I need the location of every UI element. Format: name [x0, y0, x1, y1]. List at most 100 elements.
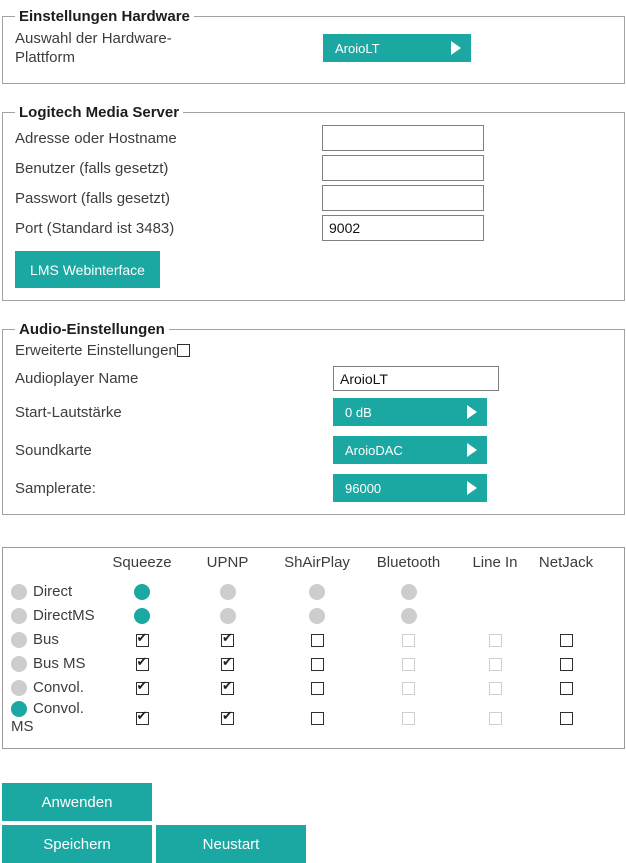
lms-section-title: Logitech Media Server	[19, 104, 180, 121]
radio-direct-bluetooth[interactable]	[400, 584, 417, 600]
checkbox-convolms-squeeze[interactable]	[135, 709, 149, 725]
matrix-row-convol: Convol.	[9, 676, 624, 700]
checkbox-busms-bluetooth	[402, 657, 415, 671]
lms-port-label: Port (Standard ist 3483)	[15, 219, 175, 237]
column-header-shairplay: ShAirPlay	[284, 554, 350, 571]
audio-section-title: Audio-Einstellungen	[19, 321, 165, 338]
radio-direct-upnp[interactable]	[219, 584, 236, 600]
lms-host-input[interactable]	[322, 125, 484, 151]
mode-radio-convolms[interactable]	[11, 701, 27, 718]
radio-directms-upnp[interactable]	[219, 608, 236, 624]
lms-webinterface-button[interactable]: LMS Webinterface	[15, 251, 160, 288]
checkbox-convolms-upnp[interactable]	[221, 709, 234, 725]
checkbox-convolms-bluetooth	[402, 711, 415, 725]
action-buttons: Anwenden Speichern Neustart	[2, 783, 626, 863]
checkbox-convol-squeeze[interactable]	[135, 679, 149, 695]
caret-right-icon	[467, 443, 477, 457]
caret-right-icon	[451, 41, 461, 55]
radio-directms-squeeze[interactable]	[134, 608, 150, 624]
hardware-section-title: Einstellungen Hardware	[19, 8, 190, 25]
checkbox-bus-netjack[interactable]	[559, 633, 573, 647]
player-name-input[interactable]	[333, 366, 499, 391]
hardware-platform-select[interactable]: AroioLT	[323, 34, 471, 62]
mode-radio-convol[interactable]	[11, 680, 27, 697]
soundcard-row: Soundkarte AroioDAC	[15, 436, 612, 464]
row-label: Direct	[33, 583, 73, 600]
samplerate-select[interactable]: 96000	[333, 474, 487, 502]
start-volume-select[interactable]: 0 dB	[333, 398, 487, 426]
soundcard-label: Soundkarte	[15, 441, 92, 459]
row-label: Convol. MS	[11, 700, 84, 735]
restart-button[interactable]: Neustart	[156, 825, 306, 863]
matrix-row-busms: Bus MS	[9, 652, 624, 676]
hardware-section: Einstellungen Hardware Auswahl der Hardw…	[2, 8, 625, 84]
lms-password-row: Passwort (falls gesetzt)	[15, 185, 612, 211]
checkbox-convol-bluetooth	[402, 681, 415, 695]
checkbox-convol-upnp[interactable]	[221, 679, 234, 695]
column-header-squeeze: Squeeze	[112, 554, 172, 571]
checkbox-convolms-netjack[interactable]	[559, 711, 573, 725]
checkbox-bus-linein	[488, 633, 502, 647]
hardware-platform-row: Auswahl der Hardware-Plattform AroioLT	[15, 29, 612, 67]
checkbox-busms-squeeze[interactable]	[135, 655, 149, 671]
lms-section: Logitech Media Server Adresse oder Hostn…	[2, 104, 625, 301]
soundcard-select[interactable]: AroioDAC	[333, 436, 487, 464]
column-header-bluetooth: Bluetooth	[376, 554, 441, 571]
row-label: Bus MS	[33, 655, 86, 672]
row-label: DirectMS	[33, 607, 95, 624]
matrix-row-convolms: Convol. MS	[9, 700, 624, 736]
lms-host-row: Adresse oder Hostname	[15, 125, 612, 151]
checkbox-bus-squeeze[interactable]	[135, 631, 149, 647]
start-volume-select-value: 0 dB	[345, 404, 372, 420]
apply-button[interactable]: Anwenden	[2, 783, 152, 821]
checkbox-busms-shairplay[interactable]	[310, 657, 324, 671]
start-volume-label: Start-Lautstärke	[15, 403, 122, 421]
player-name-row: Audioplayer Name	[15, 366, 612, 391]
mode-radio-bus[interactable]	[11, 632, 27, 649]
output-matrix: Squeeze UPNP ShAirPlay Bluetooth Line In…	[2, 547, 625, 749]
matrix-row-directms: DirectMS	[9, 604, 624, 628]
advanced-settings-row: Erweiterte Einstellungen	[15, 342, 612, 359]
samplerate-label: Samplerate:	[15, 479, 96, 497]
checkbox-convol-linein	[488, 681, 502, 695]
advanced-settings-label: Erweiterte Einstellungen	[15, 342, 177, 359]
radio-direct-shairplay[interactable]	[309, 584, 325, 600]
lms-user-label: Benutzer (falls gesetzt)	[15, 159, 169, 177]
start-volume-row: Start-Lautstärke 0 dB	[15, 398, 612, 426]
lms-port-row: Port (Standard ist 3483)	[15, 215, 612, 241]
lms-user-input[interactable]	[322, 155, 484, 181]
radio-direct-squeeze[interactable]	[134, 584, 150, 600]
caret-right-icon	[467, 405, 477, 419]
hardware-platform-label: Auswahl der Hardware-Plattform	[15, 30, 172, 66]
lms-password-input[interactable]	[322, 185, 484, 211]
checkbox-busms-upnp[interactable]	[221, 655, 234, 671]
audio-section: Audio-Einstellungen Erweiterte Einstellu…	[2, 321, 625, 515]
radio-directms-bluetooth[interactable]	[400, 608, 417, 624]
checkbox-convol-shairplay[interactable]	[310, 681, 324, 695]
advanced-settings-checkbox[interactable]	[177, 344, 190, 357]
player-name-label: Audioplayer Name	[15, 370, 139, 387]
samplerate-row: Samplerate: 96000	[15, 474, 612, 502]
mode-radio-direct[interactable]	[11, 584, 27, 601]
row-label: Bus	[33, 631, 59, 648]
mode-radio-directms[interactable]	[11, 608, 27, 625]
matrix-row-bus: Bus	[9, 628, 624, 652]
lms-host-label: Adresse oder Hostname	[15, 129, 177, 147]
checkbox-bus-shairplay[interactable]	[310, 633, 324, 647]
save-button[interactable]: Speichern	[2, 825, 152, 863]
checkbox-convolms-shairplay[interactable]	[310, 711, 324, 725]
radio-directms-shairplay[interactable]	[309, 608, 325, 624]
matrix-row-direct: Direct	[9, 580, 624, 604]
lms-password-label: Passwort (falls gesetzt)	[15, 189, 171, 207]
column-header-linein: Line In	[472, 554, 518, 571]
checkbox-bus-upnp[interactable]	[221, 631, 234, 647]
mode-radio-busms[interactable]	[11, 656, 27, 673]
checkbox-convol-netjack[interactable]	[559, 681, 573, 695]
checkbox-busms-netjack[interactable]	[559, 657, 573, 671]
matrix-header-row: Squeeze UPNP ShAirPlay Bluetooth Line In…	[9, 554, 624, 580]
checkbox-busms-linein	[488, 657, 502, 671]
checkbox-bus-bluetooth	[402, 633, 415, 647]
lms-port-input[interactable]	[322, 215, 484, 241]
hardware-platform-select-value: AroioLT	[335, 40, 380, 56]
checkbox-convolms-linein	[488, 711, 502, 725]
